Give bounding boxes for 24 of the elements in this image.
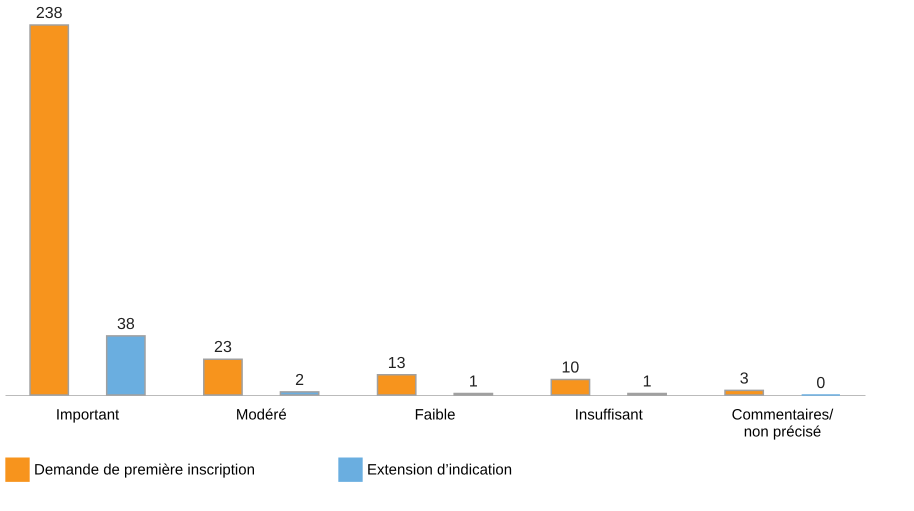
data-label: 3 (740, 370, 749, 388)
bar (376, 374, 417, 396)
x-tick-label: Faible (414, 406, 456, 424)
x-tick-label: Insuffisant (574, 406, 644, 424)
bar (106, 335, 146, 396)
legend-label: Extension d’indication (367, 462, 512, 479)
data-label: 0 (816, 375, 826, 392)
x-tick-label: Modéré (236, 406, 287, 424)
x-tick-label: Commentaires/ non précisé (732, 406, 834, 440)
bar (29, 24, 70, 396)
data-label: 38 (116, 316, 135, 333)
bar (280, 391, 320, 396)
bar (550, 378, 590, 396)
x-tick-label: Important (56, 406, 120, 424)
bar (203, 358, 243, 396)
data-label: 10 (562, 359, 580, 376)
data-label: 1 (642, 373, 652, 390)
bar (724, 390, 764, 396)
legend-label: Demande de première inscription (34, 462, 255, 479)
data-label: 1 (468, 373, 478, 390)
data-label: 2 (295, 372, 304, 389)
data-label: 23 (214, 339, 232, 356)
data-label: 238 (36, 5, 63, 22)
data-label: 13 (388, 354, 406, 372)
